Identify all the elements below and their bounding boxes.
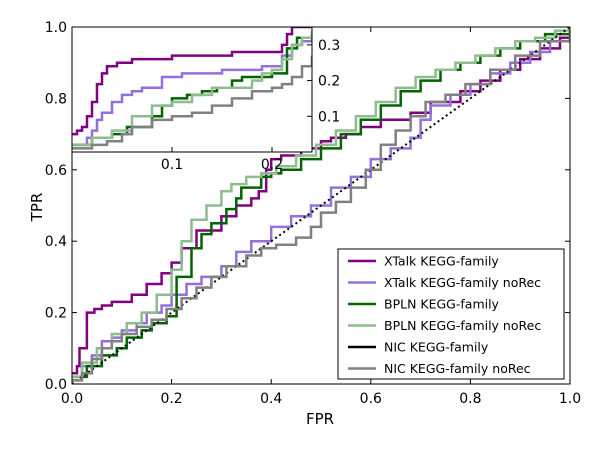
series-line-bpln-kegg-family-norec <box>72 27 570 379</box>
x-tick-label: 0.6 <box>360 391 382 407</box>
inset-series-line-bpln-kegg-family-norec <box>72 30 312 147</box>
inset-y-tick-label: 0.2 <box>318 74 340 90</box>
x-tick-label: 1.0 <box>559 391 581 407</box>
legend: XTalk KEGG-family XTalk KEGG-family noRec… <box>337 248 565 380</box>
inset-series-group <box>72 27 312 150</box>
y-tick-label: 0.2 <box>45 306 67 322</box>
legend-label: NIC KEGG-family noRec <box>384 361 531 376</box>
legend-label: NIC KEGG-family <box>384 340 489 355</box>
plot-frame <box>71 26 571 385</box>
legend-label: XTalk KEGG-family <box>384 254 499 269</box>
y-tick-label: 0.0 <box>45 377 67 393</box>
y-tick-label: 0.6 <box>45 163 67 179</box>
inset-series-line-nic-kegg-family-norec <box>72 55 312 150</box>
x-tick-label: 0.8 <box>459 391 481 407</box>
inset-series-line-xtalk-kegg-family-norec <box>72 37 312 147</box>
inset-frame <box>71 26 313 153</box>
inset-x-tick-label: 0.2 <box>261 157 283 173</box>
inset-series-line-xtalk-kegg-family <box>72 27 312 136</box>
y-axis-label: TPR <box>28 193 46 223</box>
series-line-bpln-kegg-family <box>72 27 570 379</box>
series-line-nic-kegg-family <box>72 27 570 384</box>
x-tick-label: 0.4 <box>260 391 282 407</box>
x-tick-label: 0.0 <box>61 391 83 407</box>
main-plot: 0.0 0.2 0.4 0.6 0.8 1.0 0.0 0.2 0.4 0.6 0.8 1.0 <box>45 20 581 407</box>
y-tick-label: 1.0 <box>45 20 67 36</box>
series-group <box>72 27 570 384</box>
x-axis-label: FPR <box>306 410 334 428</box>
legend-label: XTalk KEGG-family noRec <box>384 275 541 290</box>
inset-y-tick-label: 0.1 <box>318 109 340 125</box>
inset-plot: 0.1 0.2 0.1 0.2 0.3 <box>71 26 340 173</box>
inset-background <box>72 27 312 152</box>
legend-label: BPLN KEGG-family noRec <box>384 318 541 333</box>
y-tick-label: 0.8 <box>45 91 67 107</box>
legend-box <box>337 248 565 380</box>
x-tick-label: 0.2 <box>160 391 182 407</box>
inset-x-tick-label: 0.1 <box>161 157 183 173</box>
legend-label: BPLN KEGG-family <box>384 297 500 312</box>
series-line-nic-kegg-family-norec <box>72 27 570 382</box>
y-tick-label: 0.4 <box>45 234 67 250</box>
inset-y-tick-label: 0.3 <box>318 38 340 54</box>
